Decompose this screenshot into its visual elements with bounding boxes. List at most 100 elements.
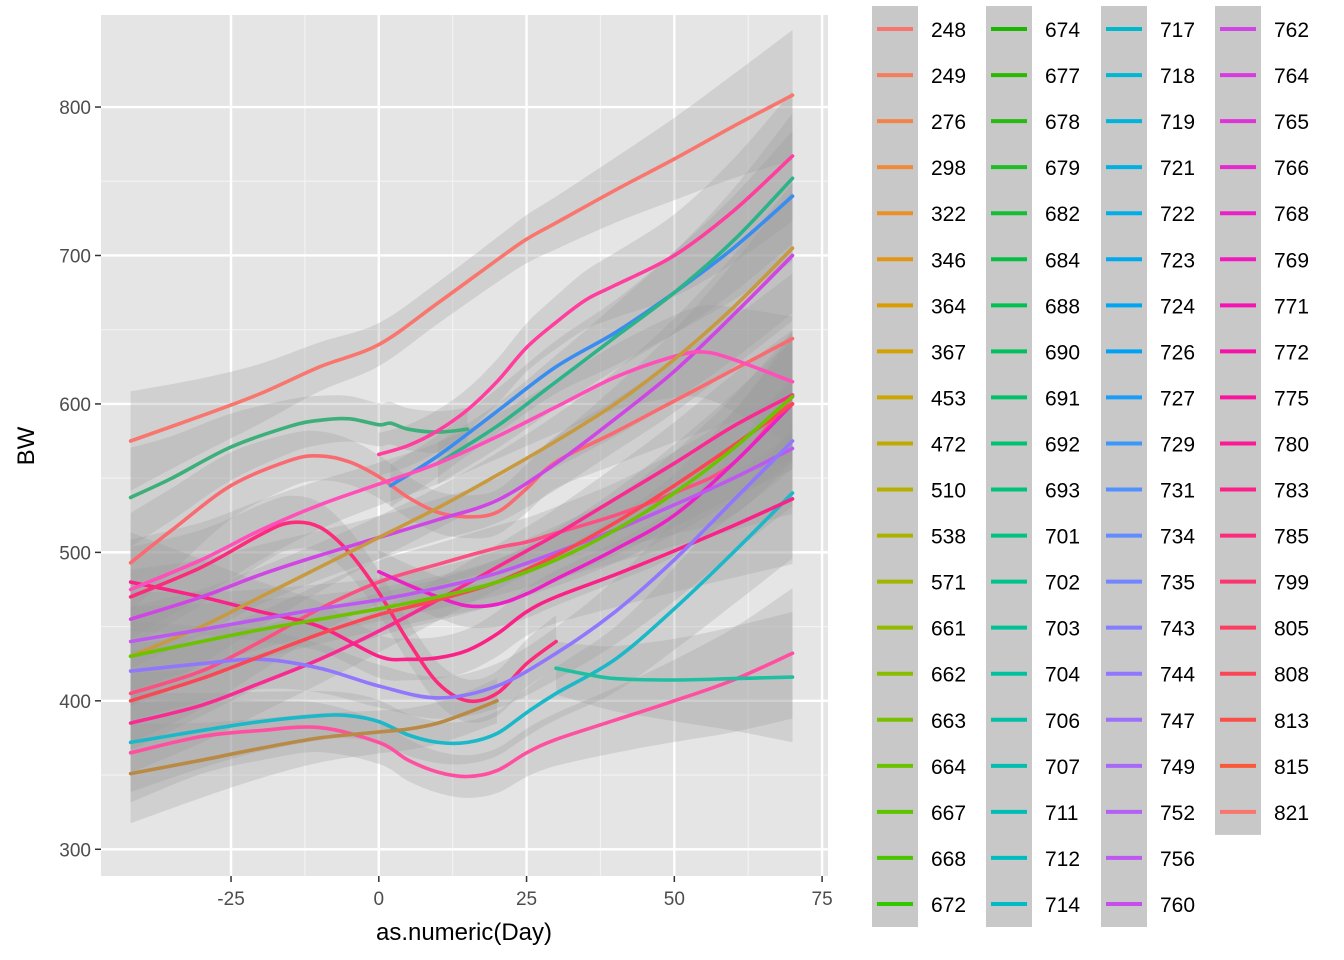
- legend-label-248: 248: [931, 19, 966, 42]
- legend-key-background: [1101, 6, 1147, 927]
- y-tick-label: 300: [59, 840, 91, 861]
- confidence-band-808: [130, 338, 793, 751]
- x-axis: -25 0 25 50 75: [217, 876, 833, 910]
- legend-key-background: [872, 6, 918, 927]
- legend-label-765: 765: [1274, 111, 1309, 134]
- confidence-band-744: [130, 375, 793, 721]
- legend-label-821: 821: [1274, 802, 1309, 825]
- legend-label-766: 766: [1274, 157, 1309, 180]
- confidence-band-704: [556, 611, 793, 743]
- legend-label-667: 667: [931, 802, 966, 825]
- y-tick-label: 400: [59, 692, 91, 713]
- y-tick-label: 700: [59, 246, 91, 267]
- legend-label-805: 805: [1274, 618, 1309, 641]
- legend-label-706: 706: [1045, 710, 1080, 733]
- legend-label-723: 723: [1160, 249, 1195, 272]
- legend-label-703: 703: [1045, 618, 1080, 641]
- legend-label-510: 510: [931, 480, 966, 503]
- legend-label-743: 743: [1160, 618, 1195, 641]
- legend-label-756: 756: [1160, 848, 1195, 871]
- confidence-band-714: [130, 427, 793, 792]
- series-line-248: [128, 93, 795, 443]
- legend-label-714: 714: [1045, 894, 1080, 917]
- confidence-band-771: [130, 305, 793, 640]
- legend-label-726: 726: [1160, 341, 1195, 364]
- legend-label-664: 664: [931, 756, 966, 779]
- legend-label-719: 719: [1160, 111, 1195, 134]
- legend-label-744: 744: [1160, 664, 1195, 687]
- legend-label-722: 722: [1160, 203, 1195, 226]
- x-tick-label: 0: [374, 889, 385, 910]
- series-line-510: [128, 246, 795, 659]
- legend-label-571: 571: [931, 572, 966, 595]
- legend-label-702: 702: [1045, 572, 1080, 595]
- series-line-813: [128, 336, 795, 565]
- legend-label-701: 701: [1045, 526, 1080, 549]
- legend-label-711: 711: [1045, 802, 1078, 825]
- legend-label-704: 704: [1045, 664, 1080, 687]
- legend-label-718: 718: [1160, 65, 1195, 88]
- series-line-672: [128, 699, 499, 776]
- legend-label-661: 661: [931, 618, 966, 641]
- series-line-726: [388, 194, 795, 488]
- legend-label-688: 688: [1045, 295, 1080, 318]
- legend-label-674: 674: [1045, 19, 1080, 42]
- confidence-band-702: [130, 395, 468, 548]
- confidence-band-785: [130, 495, 557, 723]
- legend-label-707: 707: [1045, 756, 1080, 779]
- legend-label-808: 808: [1274, 664, 1309, 687]
- series-line-704: [554, 666, 795, 682]
- legend-label-692: 692: [1045, 433, 1080, 456]
- legend-label-668: 668: [931, 848, 966, 871]
- legend-label-662: 662: [931, 664, 966, 687]
- legend-label-815: 815: [1274, 756, 1309, 779]
- legend-label-364: 364: [931, 295, 966, 318]
- series-line-702: [128, 416, 470, 500]
- legend-label-783: 783: [1274, 480, 1309, 503]
- legend-label-768: 768: [1274, 203, 1309, 226]
- legend-label-724: 724: [1160, 295, 1195, 318]
- legend-key-background: [1215, 6, 1261, 835]
- confidence-band-672: [130, 678, 497, 824]
- y-tick-label: 500: [59, 543, 91, 564]
- legend-label-775: 775: [1274, 387, 1309, 410]
- series-line-772: [377, 154, 795, 457]
- confidence-band-813: [130, 273, 793, 613]
- series-line-756: [128, 446, 795, 644]
- series-line-780: [128, 393, 795, 725]
- legend: 248 249 276 298 322 346 364 367 453 472 510 538 571 6…: [872, 6, 1309, 927]
- legend-label-538: 538: [931, 526, 966, 549]
- legend-label-677: 677: [1045, 65, 1080, 88]
- legend-label-678: 678: [1045, 111, 1080, 134]
- legend-label-734: 734: [1160, 526, 1195, 549]
- confidence-band-805: [130, 331, 793, 744]
- legend-label-799: 799: [1274, 572, 1309, 595]
- legend-label-249: 249: [931, 65, 966, 88]
- x-tick-label: 75: [812, 889, 833, 910]
- x-axis-title: as.numeric(Day): [376, 919, 552, 946]
- legend-label-735: 735: [1160, 572, 1195, 595]
- legend-label-731: 731: [1160, 480, 1195, 503]
- series-line-799: [128, 651, 795, 779]
- legend-label-684: 684: [1045, 249, 1080, 272]
- legend-label-682: 682: [1045, 203, 1080, 226]
- legend-label-693: 693: [1045, 480, 1080, 503]
- legend-label-453: 453: [931, 387, 966, 410]
- legend-label-298: 298: [931, 157, 966, 180]
- legend-label-747: 747: [1160, 710, 1195, 733]
- legend-label-690: 690: [1045, 341, 1080, 364]
- legend-label-691: 691: [1045, 387, 1080, 410]
- x-tick-label: 50: [664, 889, 685, 910]
- legend-label-322: 322: [931, 203, 966, 226]
- legend-label-771: 771: [1274, 295, 1309, 318]
- series-line-664: [128, 394, 795, 659]
- legend-label-749: 749: [1160, 756, 1195, 779]
- legend-label-717: 717: [1160, 19, 1195, 42]
- legend-label-721: 721: [1160, 157, 1195, 180]
- confidence-band-762: [130, 190, 793, 669]
- legend-label-712: 712: [1045, 848, 1080, 871]
- legend-label-760: 760: [1160, 894, 1195, 917]
- confidence-band-799: [130, 588, 793, 803]
- y-tick-label: 800: [59, 98, 91, 119]
